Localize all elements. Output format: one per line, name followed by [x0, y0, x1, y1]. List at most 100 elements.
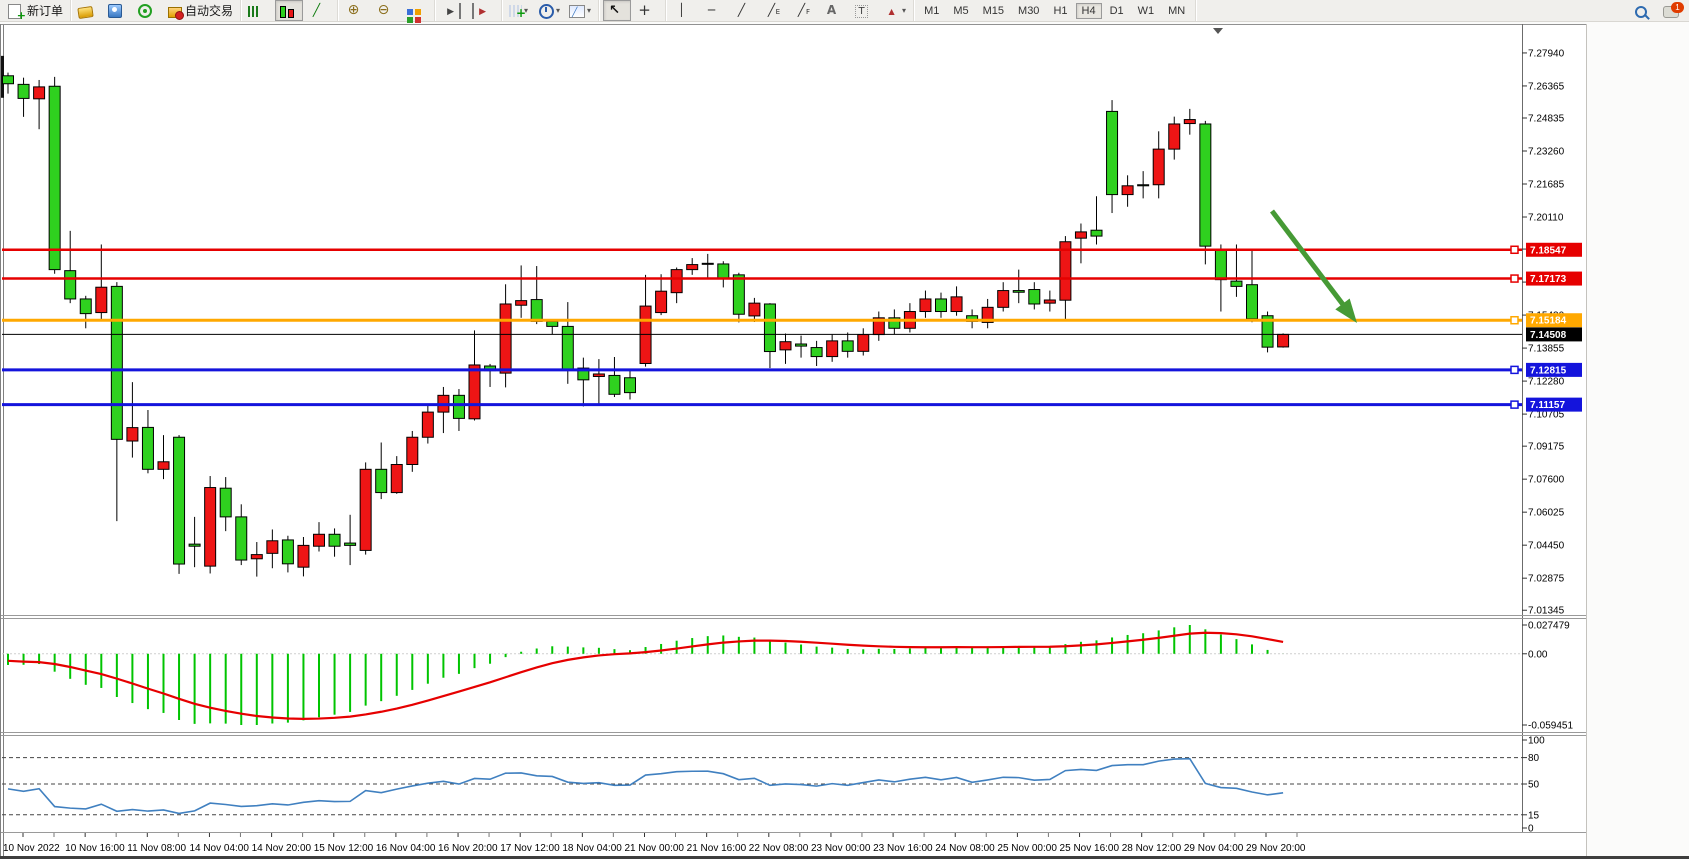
price-tick-label: 7.07600: [1528, 475, 1565, 486]
indicators-button[interactable]: ▾: [506, 0, 534, 21]
timeframe-w1[interactable]: W1: [1137, 4, 1155, 17]
time-axis-label: 29 Nov 04:00: [1184, 843, 1244, 854]
bar-chart-button[interactable]: [245, 0, 273, 21]
line-anchor-marker[interactable]: [1510, 245, 1519, 255]
fibonacci-button[interactable]: [790, 0, 818, 21]
arrows-dropdown-icon[interactable]: ▾: [902, 6, 907, 15]
price-tick-label: 7.04450: [1528, 541, 1565, 552]
cursor-button[interactable]: [603, 0, 632, 21]
candle-body: [266, 540, 279, 554]
cursor-icon: [606, 3, 623, 19]
tile-windows-button[interactable]: [402, 0, 430, 21]
candle-body: [421, 411, 434, 438]
candle-body: [1199, 123, 1212, 247]
candle-body: [95, 286, 108, 314]
candle-body: [857, 334, 870, 352]
candle-body: [219, 487, 232, 518]
text-label-button[interactable]: [850, 0, 878, 21]
candle-body: [1230, 280, 1243, 287]
candle-body: [935, 298, 947, 313]
autotrading-button[interactable]: 自动交易: [165, 0, 236, 21]
timeframe-m15[interactable]: M15: [982, 4, 1005, 17]
price-tick-label: 7.02875: [1528, 574, 1565, 585]
candle-body: [281, 539, 294, 565]
text-button[interactable]: [820, 0, 848, 21]
candle-body: [810, 347, 823, 358]
templates-button[interactable]: ▾: [566, 0, 594, 21]
line-anchor-marker[interactable]: [1510, 274, 1519, 283]
vertical-line-button[interactable]: [670, 0, 698, 21]
time-axis-label: 16 Nov 20:00: [438, 843, 498, 854]
periods-dropdown-icon[interactable]: ▾: [556, 6, 561, 15]
candle-body: [1137, 184, 1150, 187]
chart-shift-marker[interactable]: [1213, 28, 1223, 34]
indicators-dropdown-icon[interactable]: ▾: [524, 6, 529, 15]
trendline-button[interactable]: [730, 0, 758, 21]
macd-axis-label: -0.059451: [1528, 721, 1573, 732]
auto-scroll-button[interactable]: [439, 0, 467, 21]
candle-body: [126, 427, 139, 442]
candle-body: [1043, 299, 1056, 304]
periods-button[interactable]: ▾: [536, 0, 564, 21]
search-icon[interactable]: [1635, 5, 1647, 18]
candle-body: [919, 298, 932, 313]
crosshair-button[interactable]: [633, 0, 661, 21]
timeframe-h4[interactable]: H4: [1075, 2, 1102, 19]
signals-button[interactable]: [135, 0, 163, 21]
price-tick-label: 7.23260: [1528, 147, 1565, 158]
new-order-icon: [8, 3, 26, 23]
candlestick-chart-button[interactable]: [275, 0, 304, 21]
zoom-in-icon: [345, 3, 362, 19]
line-chart-button[interactable]: [305, 0, 333, 21]
toolbar-group: 自动交易: [71, 0, 242, 21]
candle-body: [748, 302, 761, 317]
zoom-in-button[interactable]: [342, 0, 370, 21]
timeframe-d1[interactable]: D1: [1109, 4, 1124, 17]
time-axis-label: 24 Nov 08:00: [935, 843, 995, 854]
line-anchor-marker[interactable]: [1510, 315, 1519, 325]
zoom-out-button[interactable]: [372, 0, 400, 21]
chart-shift-button[interactable]: [469, 0, 497, 21]
time-axis-label: 29 Nov 20:00: [1246, 843, 1306, 854]
periods-icon: [539, 3, 555, 19]
trend-arrow-head[interactable]: [1335, 298, 1357, 323]
trend-arrow-line[interactable]: [1270, 209, 1347, 309]
timeframe-mn[interactable]: MN: [1168, 4, 1186, 17]
styles-button[interactable]: [75, 0, 103, 21]
chat-icon[interactable]: 1: [1663, 2, 1684, 18]
rsi-axis-label: 0: [1528, 824, 1534, 835]
timeframe-m5[interactable]: M5: [953, 4, 969, 17]
time-axis-label: 25 Nov 16:00: [1060, 843, 1120, 854]
candle-body: [157, 461, 170, 470]
price-tick-label: 7.01345: [1528, 606, 1565, 617]
hline-price-label: 7.17173: [1530, 274, 1567, 285]
candle-body: [173, 436, 186, 565]
channel-button[interactable]: [760, 0, 788, 21]
timeframe-h1[interactable]: H1: [1053, 4, 1068, 17]
candle-body: [981, 306, 994, 323]
line-anchor-marker[interactable]: [1510, 400, 1519, 409]
line-anchor-marker[interactable]: [1510, 365, 1519, 375]
price-tick-label: 7.13855: [1528, 344, 1565, 355]
price-tick-label: 7.09175: [1528, 442, 1565, 453]
timeframe-m30[interactable]: M30: [1018, 4, 1040, 17]
timeframe-m1[interactable]: M1: [924, 4, 940, 17]
price-tick-label: 7.12280: [1528, 377, 1565, 388]
time-axis-label: 21 Nov 00:00: [625, 843, 685, 854]
notification-badge: 1: [1671, 2, 1684, 13]
window-bottom-edge: [0, 856, 1689, 859]
trendline-icon: [733, 3, 750, 19]
new-order-button[interactable]: 新订单: [4, 0, 66, 23]
toolbar-group: ▾: [666, 0, 915, 21]
templates-dropdown-icon[interactable]: ▾: [587, 6, 592, 15]
arrows-button[interactable]: ▾: [880, 0, 909, 21]
vertical-line-icon: [673, 3, 690, 19]
bar-chart-icon: [248, 6, 261, 17]
candle-body: [375, 468, 388, 494]
profiles-button[interactable]: [105, 0, 133, 21]
horizontal-line-button[interactable]: [700, 0, 728, 21]
hline-price-label-box: [1526, 362, 1582, 377]
arrows-icon: [883, 3, 900, 19]
